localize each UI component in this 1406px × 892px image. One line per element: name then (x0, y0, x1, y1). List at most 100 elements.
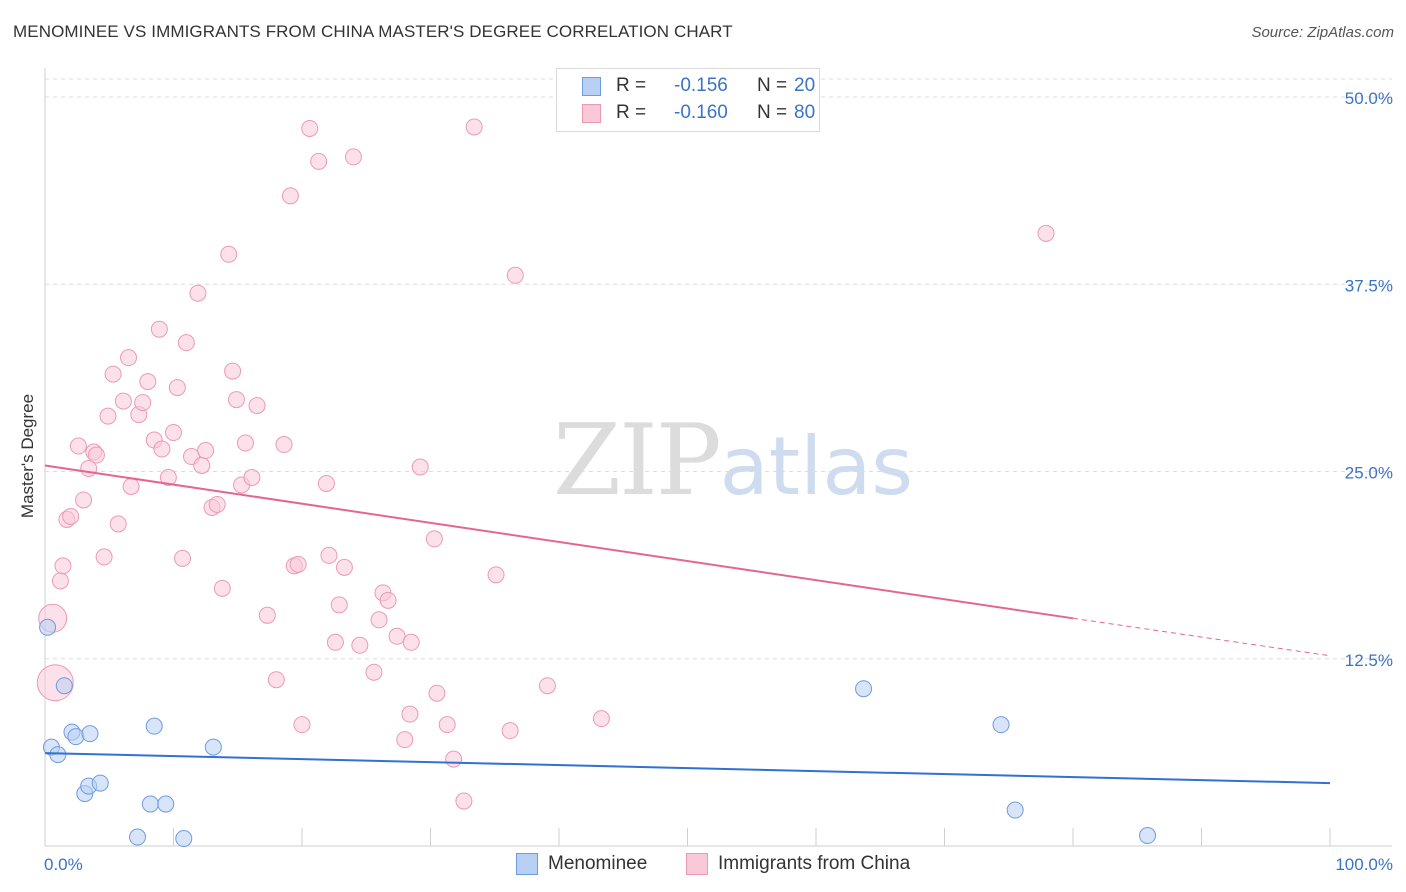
x-tick-label: 0.0% (44, 855, 83, 874)
china-point (213, 579, 231, 597)
menominee-point (855, 680, 873, 698)
china-point (87, 446, 105, 464)
china-swatch (582, 104, 601, 123)
china-point (224, 362, 242, 380)
china-point (281, 187, 299, 205)
china-legend-swatch (686, 853, 708, 875)
china-point (197, 442, 215, 460)
n-label: N = (757, 75, 788, 96)
y-tick-label: 50.0% (1345, 89, 1393, 108)
china-point (75, 491, 93, 509)
legend-label: Immigrants from China (718, 853, 911, 874)
china-point (193, 457, 211, 475)
china-point (150, 320, 168, 338)
china-point (293, 716, 311, 734)
china-point (351, 636, 369, 654)
china-point (69, 437, 87, 455)
china-point (455, 792, 473, 810)
china-point (365, 663, 383, 681)
china-trend-line (44, 464, 1074, 620)
menominee-point (39, 618, 57, 636)
china-point (243, 468, 261, 486)
china-point (506, 266, 524, 284)
china-point (173, 549, 191, 567)
china-point (344, 148, 362, 166)
china-point (301, 119, 319, 137)
legend-label: Menominee (548, 853, 648, 874)
china-point (267, 671, 285, 689)
menominee-point (81, 725, 99, 743)
china-point (438, 716, 456, 734)
watermark-zip: ZIP (553, 404, 722, 518)
china-point (208, 495, 226, 513)
y-tick-label: 25.0% (1345, 464, 1393, 483)
china-point (310, 152, 328, 170)
china-point (388, 627, 406, 645)
menominee-point (91, 774, 109, 792)
china-point (165, 424, 182, 442)
china-point (99, 407, 117, 425)
menominee-point (55, 677, 73, 695)
r-label: R = (616, 102, 647, 123)
x-tick-label: 100.0% (1335, 855, 1393, 874)
watermark: ZIPatlas (553, 404, 913, 518)
china-point (220, 245, 238, 263)
china-point (320, 546, 338, 564)
china-point (109, 515, 127, 533)
china-point (177, 334, 195, 352)
china-point (1037, 224, 1055, 242)
menominee-point (204, 738, 222, 756)
china-point (592, 710, 610, 728)
china-point (122, 477, 140, 495)
menominee-swatch (582, 77, 601, 96)
china-point (445, 750, 463, 768)
china-point (104, 365, 122, 383)
n-label: N = (757, 102, 788, 123)
china-point (248, 397, 266, 415)
y-axis-label: Master's Degree (18, 393, 37, 519)
menominee-trend-line (44, 752, 1331, 785)
menominee-point (67, 728, 85, 746)
china-point (317, 474, 335, 492)
china-point (501, 722, 519, 740)
china-point (379, 591, 397, 609)
china-point (114, 392, 132, 410)
menominee-legend-swatch (516, 853, 538, 875)
menominee-point (129, 828, 147, 846)
china-point (159, 468, 177, 486)
china-point (370, 611, 388, 629)
china-point (189, 284, 207, 302)
china-point (275, 436, 293, 454)
china-point (227, 391, 245, 409)
china-point (487, 566, 505, 584)
stats-box: R = -0.156 N = 20 R = -0.160 N = 80 (556, 68, 820, 132)
menominee-point (175, 830, 193, 848)
china-point (330, 596, 348, 614)
y-tick-label: 37.5% (1345, 276, 1393, 295)
china-point (289, 555, 307, 573)
china-point (402, 633, 420, 651)
y-tick-label: 12.5% (1345, 651, 1393, 670)
china-point (401, 705, 419, 723)
china-point (153, 440, 171, 458)
china-trend-extension (1072, 617, 1331, 657)
chart-title: MENOMINEE VS IMMIGRANTS FROM CHINA MASTE… (13, 22, 733, 41)
r-label: R = (616, 75, 647, 96)
china-point (425, 530, 443, 548)
china-point (168, 379, 186, 397)
n-value: 80 (794, 102, 816, 123)
menominee-point (145, 717, 163, 735)
menominee-point (49, 746, 67, 764)
watermark-atlas: atlas (719, 420, 914, 513)
china-point (335, 558, 353, 576)
source-label: Source: ZipAtlas.com (1251, 24, 1394, 41)
menominee-point (157, 795, 175, 813)
menominee-point (141, 795, 159, 813)
china-point (54, 557, 72, 575)
china-point (51, 572, 69, 590)
china-point (396, 731, 414, 749)
r-value: -0.160 (674, 102, 728, 123)
china-point (120, 349, 138, 367)
china-point (326, 633, 344, 651)
china-point (538, 677, 556, 695)
